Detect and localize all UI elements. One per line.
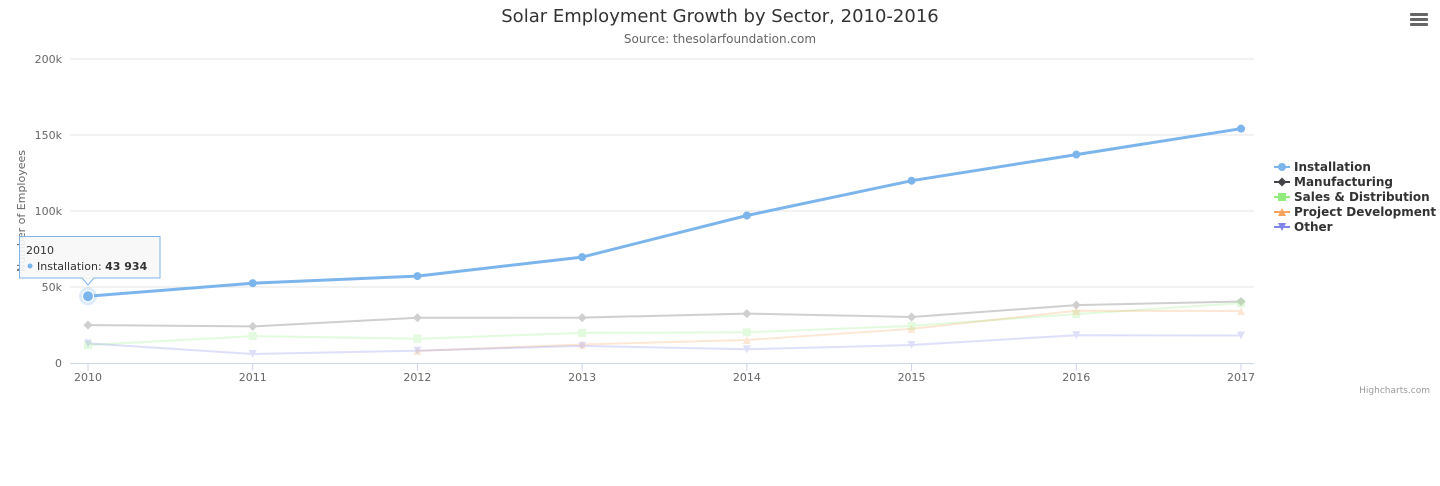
- data-point[interactable]: [742, 309, 752, 319]
- data-point[interactable]: [742, 211, 751, 220]
- y-tick-label: 100k: [35, 205, 63, 218]
- legend-label: Project Development: [1294, 205, 1436, 219]
- data-point[interactable]: [742, 328, 751, 337]
- series-manufacturing[interactable]: [83, 297, 1246, 331]
- x-tick-label: 2016: [1062, 371, 1090, 384]
- legend-item[interactable]: Manufacturing: [1274, 175, 1393, 189]
- series-project-development[interactable]: [413, 306, 1245, 355]
- legend-item[interactable]: Project Development: [1274, 205, 1436, 219]
- series-group: [79, 124, 1246, 358]
- x-tick-label: 2014: [733, 371, 761, 384]
- y-tick-label: 50k: [42, 281, 63, 294]
- legend-symbol: [1278, 163, 1286, 171]
- legend-label: Other: [1294, 220, 1333, 234]
- data-point[interactable]: [84, 341, 92, 350]
- series-line[interactable]: [87, 302, 1242, 347]
- hamburger-menu-icon: [1410, 13, 1428, 26]
- series-line[interactable]: [87, 334, 1242, 355]
- x-tick-label: 2017: [1227, 371, 1255, 384]
- data-point[interactable]: [248, 332, 257, 341]
- data-point[interactable]: [1237, 299, 1245, 308]
- data-point[interactable]: [1237, 306, 1245, 315]
- data-point[interactable]: [413, 346, 422, 355]
- tooltip-box: [19, 236, 161, 286]
- chart-title: Solar Employment Growth by Sector, 2010-…: [501, 6, 938, 27]
- data-point[interactable]: [1072, 306, 1081, 315]
- tooltip-series-dot: [27, 263, 33, 269]
- hovered-point[interactable]: [82, 290, 94, 303]
- credits-link[interactable]: Highcharts.com: [1359, 386, 1430, 396]
- data-point[interactable]: [578, 253, 587, 262]
- legend-symbol: [1278, 193, 1286, 201]
- legend-item[interactable]: Other: [1274, 220, 1333, 234]
- tooltip-header: 2010: [26, 244, 54, 257]
- data-point[interactable]: [907, 312, 917, 322]
- data-point[interactable]: [413, 272, 422, 281]
- x-axis: 2010 2011 2012 2013 2014 2015 2016 2017: [70, 363, 1255, 384]
- legend-label: Sales & Distribution: [1294, 190, 1430, 204]
- data-point[interactable]: [1237, 124, 1245, 133]
- series-sales-distribution[interactable]: [84, 299, 1245, 350]
- tooltip-value: 43 934: [105, 260, 147, 273]
- y-tick-label: 200k: [35, 53, 63, 66]
- data-point[interactable]: [577, 313, 587, 323]
- data-point[interactable]: [412, 313, 422, 323]
- legend-item[interactable]: Installation: [1274, 160, 1371, 174]
- x-tick-label: 2015: [898, 371, 926, 384]
- data-point[interactable]: [413, 346, 422, 355]
- chart-subtitle: Source: thesolarfoundation.com: [624, 32, 816, 46]
- data-point[interactable]: [84, 339, 92, 348]
- series-line[interactable]: [87, 300, 1242, 328]
- data-point[interactable]: [248, 321, 258, 331]
- data-point[interactable]: [578, 341, 587, 350]
- data-point[interactable]: [1072, 150, 1081, 159]
- x-tick-label: 2010: [74, 371, 102, 384]
- legend-label: Installation: [1294, 160, 1371, 174]
- tooltip-body: Installation: 43 934: [37, 260, 148, 273]
- tooltip-separator: :: [98, 260, 105, 273]
- data-point[interactable]: [1236, 297, 1246, 307]
- data-point[interactable]: [1072, 310, 1081, 319]
- data-point[interactable]: [83, 320, 93, 330]
- tooltip: 2010 Installation: 43 934: [19, 236, 161, 286]
- menu-button[interactable]: [1406, 8, 1432, 30]
- y-tick-label: 150k: [35, 129, 63, 142]
- series-other[interactable]: [84, 331, 1245, 358]
- data-point[interactable]: [1072, 331, 1081, 340]
- legend-item[interactable]: Sales & Distribution: [1274, 190, 1430, 204]
- data-point[interactable]: [413, 334, 422, 343]
- legend-label: Manufacturing: [1294, 175, 1393, 189]
- series-installation[interactable]: [84, 124, 1245, 301]
- data-point[interactable]: [907, 176, 916, 185]
- legend-symbol: [1277, 177, 1287, 187]
- legend-symbol: [1278, 208, 1286, 216]
- legend-symbol: [1278, 223, 1286, 231]
- series-line[interactable]: [416, 309, 1242, 352]
- y-axis: 0 50k 100k 150k 200k: [35, 53, 63, 370]
- data-point[interactable]: [578, 328, 587, 337]
- data-point[interactable]: [248, 349, 257, 358]
- x-tick-label: 2012: [403, 371, 431, 384]
- data-point[interactable]: [1071, 300, 1081, 310]
- data-point[interactable]: [907, 321, 916, 330]
- grid-lines: [70, 58, 1254, 288]
- data-point[interactable]: [742, 336, 751, 345]
- data-point[interactable]: [907, 324, 916, 333]
- tooltip-series-name: Installation: [37, 260, 98, 273]
- data-point[interactable]: [907, 341, 916, 350]
- x-tick-label: 2013: [568, 371, 596, 384]
- y-tick-label: 0: [55, 357, 62, 370]
- data-point[interactable]: [1237, 331, 1245, 340]
- data-point[interactable]: [742, 345, 751, 354]
- series-line[interactable]: [86, 127, 1243, 298]
- x-tick-label: 2011: [239, 371, 267, 384]
- data-point[interactable]: [578, 340, 587, 349]
- data-point[interactable]: [248, 279, 257, 288]
